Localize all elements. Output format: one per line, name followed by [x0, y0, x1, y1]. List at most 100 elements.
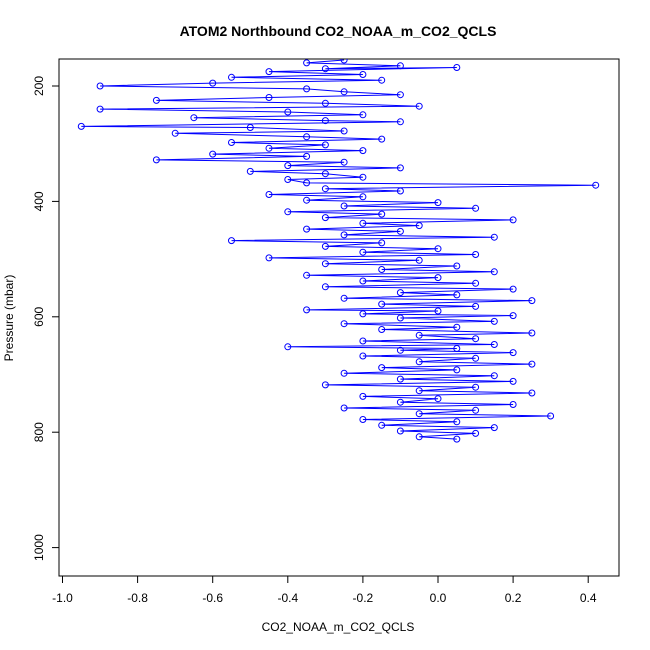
data-point	[415, 358, 423, 366]
x-tick-label: -0.6	[202, 591, 223, 605]
data-point	[171, 129, 179, 137]
data-point	[152, 96, 160, 104]
y-axis-title: Pressure (mbar)	[2, 275, 16, 362]
data-point	[321, 141, 329, 149]
data-point	[303, 59, 311, 67]
data-point	[209, 150, 217, 158]
data-point	[378, 210, 386, 218]
data-point	[96, 82, 104, 90]
data-point	[77, 122, 85, 130]
data-point	[340, 369, 348, 377]
data-point	[415, 433, 423, 441]
data-point	[340, 231, 348, 239]
data-point	[340, 320, 348, 328]
data-point	[96, 105, 104, 113]
data-point	[396, 62, 404, 70]
data-point	[490, 317, 498, 325]
data-point	[396, 398, 404, 406]
data-point	[359, 352, 367, 360]
data-point	[509, 377, 517, 385]
data-point	[209, 79, 217, 87]
data-point	[472, 302, 480, 310]
x-tick-label: 0.4	[580, 591, 597, 605]
data-point	[396, 187, 404, 195]
data-point	[303, 133, 311, 141]
data-point	[472, 406, 480, 414]
x-axis-title: CO2_NOAA_m_CO2_QCLS	[262, 620, 415, 634]
data-point	[509, 216, 517, 224]
data-point	[303, 225, 311, 233]
y-tick-label: 200	[32, 76, 46, 96]
data-point	[472, 251, 480, 258]
data-point	[509, 349, 517, 357]
data-point	[378, 266, 386, 273]
data-point	[284, 208, 292, 216]
data-point	[303, 85, 311, 93]
data-point	[303, 196, 311, 204]
data-point	[378, 364, 386, 372]
data-point	[340, 404, 348, 412]
data-point	[265, 94, 273, 101]
data-point	[434, 245, 442, 253]
data-point	[509, 401, 517, 408]
data-layer	[77, 59, 600, 443]
y-tick-label: 400	[32, 191, 46, 211]
data-point	[284, 108, 292, 116]
data-point	[509, 312, 517, 320]
data-point	[359, 337, 367, 345]
data-point	[434, 395, 442, 403]
data-point	[340, 294, 348, 302]
x-tick-label: -0.8	[127, 591, 148, 605]
data-point	[303, 271, 311, 279]
data-point	[265, 68, 273, 76]
data-point	[359, 193, 367, 201]
data-point	[359, 310, 367, 318]
data-point	[453, 323, 461, 331]
data-point	[453, 64, 461, 71]
data-point	[190, 114, 198, 122]
data-point	[246, 167, 254, 175]
data-point	[340, 202, 348, 210]
data-point	[453, 366, 461, 374]
data-point	[378, 421, 386, 429]
x-axis: -1.0 -0.8 -0.6 -0.4 -0.2 0.0 0.2 0.4	[52, 575, 597, 605]
x-tick-label: -1.0	[52, 591, 73, 605]
data-point	[396, 427, 404, 435]
data-point	[396, 227, 404, 235]
y-tick-label: 1000	[32, 534, 46, 561]
data-point	[396, 375, 404, 383]
data-point	[453, 291, 461, 299]
data-point	[472, 354, 480, 362]
data-point	[321, 99, 329, 107]
data-point	[378, 135, 386, 143]
data-point	[396, 346, 404, 354]
data-point	[321, 170, 329, 178]
data-point	[378, 239, 386, 247]
data-point	[396, 289, 404, 297]
data-point	[152, 156, 160, 164]
data-point	[321, 242, 329, 250]
y-tick-label: 800	[32, 422, 46, 442]
data-point	[321, 117, 329, 125]
data-point	[228, 73, 235, 81]
data-point	[415, 410, 423, 418]
data-point	[396, 91, 404, 99]
data-point	[509, 285, 517, 293]
data-point	[321, 260, 329, 268]
data-point	[284, 343, 292, 351]
data-point	[321, 214, 329, 222]
data-point	[453, 345, 461, 352]
data-point	[528, 297, 536, 305]
data-point	[378, 300, 386, 308]
data-point	[340, 158, 348, 166]
data-point	[415, 331, 423, 339]
x-tick-label: -0.4	[277, 591, 298, 605]
data-point	[340, 88, 348, 96]
x-tick-label: -0.2	[353, 591, 374, 605]
data-point	[434, 199, 442, 207]
data-point	[378, 326, 386, 333]
y-tick-label: 600	[32, 306, 46, 326]
y-axis: 200 400 600 800 1000	[32, 76, 60, 561]
data-point	[490, 372, 498, 380]
